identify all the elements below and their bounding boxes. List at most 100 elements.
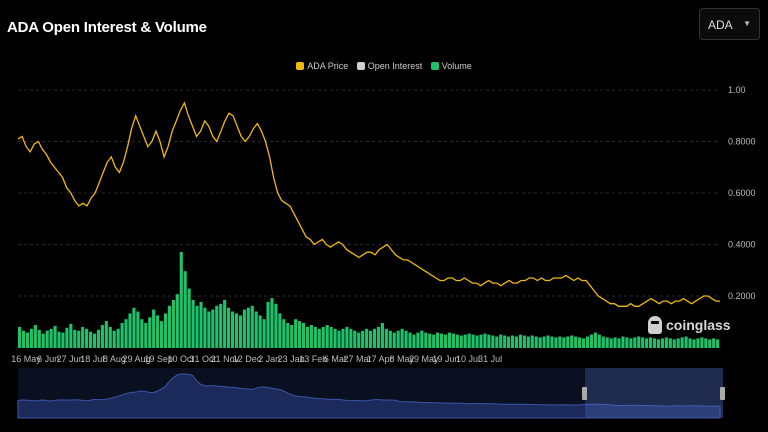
legend-item-open-interest[interactable]: Open Interest — [356, 61, 422, 71]
volume-bar — [167, 305, 172, 348]
volume-bar — [369, 330, 373, 348]
volume-bar — [159, 321, 164, 348]
volume-bar — [305, 326, 310, 348]
volume-bar — [621, 336, 625, 348]
volume-bar — [207, 311, 211, 348]
volume-bar — [499, 334, 503, 348]
volume-bar — [436, 332, 440, 348]
volume-bar — [384, 328, 388, 348]
volume-bar — [230, 311, 235, 348]
coin-selector-value: ADA — [708, 18, 733, 32]
volume-bar — [270, 298, 274, 348]
x-tick-label: 31 Oct — [190, 354, 217, 364]
volume-bar — [309, 325, 313, 348]
volume-bar — [514, 336, 519, 348]
navigator-selection[interactable] — [585, 368, 723, 418]
volume-bar — [317, 328, 321, 348]
navigator-handle-left[interactable] — [582, 387, 587, 400]
y-tick-label: 0.2000 — [728, 291, 756, 301]
x-tick-label: 6 Jun — [37, 354, 59, 364]
volume-bar — [530, 335, 534, 348]
volume-bar — [124, 319, 128, 348]
volume-bar — [282, 319, 286, 348]
volume-bar — [337, 330, 341, 348]
volume-bar — [562, 337, 566, 348]
volume-bar — [649, 337, 653, 348]
x-tick-label: 12 Dec — [233, 354, 262, 364]
volume-bar — [140, 319, 144, 348]
volume-bar — [88, 331, 93, 348]
volume-bar — [538, 337, 542, 348]
volume-bars — [18, 252, 720, 348]
volume-bar — [179, 252, 183, 348]
volume-bar — [412, 334, 416, 348]
price-line — [17, 101, 720, 307]
volume-bar — [708, 339, 712, 348]
volume-bar — [554, 337, 558, 348]
volume-bar — [558, 336, 562, 348]
volume-bar — [617, 338, 621, 348]
volume-bar — [672, 339, 676, 348]
y-axis-ticks: 1.00 0.8000 0.6000 0.4000 0.2000 — [728, 85, 756, 301]
volume-bar — [396, 330, 400, 348]
volume-bar — [148, 317, 152, 348]
volume-bar — [57, 331, 61, 348]
volume-bar — [471, 334, 475, 348]
volume-bar — [684, 336, 688, 348]
volume-bar — [479, 334, 483, 348]
volume-bar — [81, 326, 85, 348]
volume-bar — [53, 325, 57, 348]
volume-bar — [601, 336, 605, 348]
volume-bar — [191, 300, 195, 348]
coin-selector[interactable]: ADA ▼ — [699, 8, 760, 40]
volume-bar — [451, 333, 455, 348]
volume-bar — [688, 338, 692, 348]
legend-item-price[interactable]: ADA Price — [296, 61, 348, 71]
volume-bar — [483, 333, 487, 348]
volume-bar — [37, 329, 41, 348]
volume-bar — [692, 339, 696, 348]
y-tick-label: 0.4000 — [728, 240, 756, 250]
volume-bar — [69, 324, 73, 348]
volume-bar — [495, 336, 499, 348]
volume-bar — [455, 334, 459, 348]
y-tick-label: 1.00 — [728, 85, 746, 95]
volume-bar — [392, 332, 396, 348]
volume-bar — [680, 337, 684, 348]
volume-bar — [641, 337, 645, 348]
volume-bar — [570, 335, 574, 348]
volume-bar — [629, 338, 633, 348]
x-tick-label: 13 Feb — [299, 354, 327, 364]
navigator-area — [17, 373, 721, 419]
volume-bar — [439, 333, 444, 348]
volume-bar — [254, 311, 258, 348]
volume-bar — [700, 337, 704, 348]
volume-bar — [349, 328, 353, 348]
volume-bar — [380, 323, 384, 348]
volume-bar — [704, 338, 708, 348]
volume-bar — [526, 336, 530, 348]
x-tick-label: 31 Jul — [478, 354, 502, 364]
volume-bar — [333, 328, 337, 348]
volume-bar — [597, 334, 601, 348]
legend-item-volume[interactable]: Volume — [430, 61, 472, 71]
watermark-text: coinglass — [666, 317, 731, 333]
navigator-handle-right[interactable] — [720, 387, 725, 400]
volume-bar — [345, 326, 349, 348]
volume-bar — [33, 325, 37, 348]
legend-label-price: ADA Price — [307, 61, 349, 71]
volume-bar — [432, 334, 436, 348]
volume-bar — [219, 303, 223, 348]
volume-bar — [215, 305, 219, 348]
legend-label-volume: Volume — [441, 61, 472, 71]
volume-bar — [100, 325, 104, 348]
volume-bar — [712, 338, 716, 348]
chevron-down-icon: ▼ — [743, 19, 751, 28]
volume-bar — [183, 271, 187, 348]
x-tick-label: 18 Jul — [80, 354, 104, 364]
volume-bar — [542, 336, 546, 348]
volume-bar — [491, 335, 495, 348]
volume-bar — [65, 327, 69, 348]
range-navigator[interactable] — [17, 368, 725, 419]
